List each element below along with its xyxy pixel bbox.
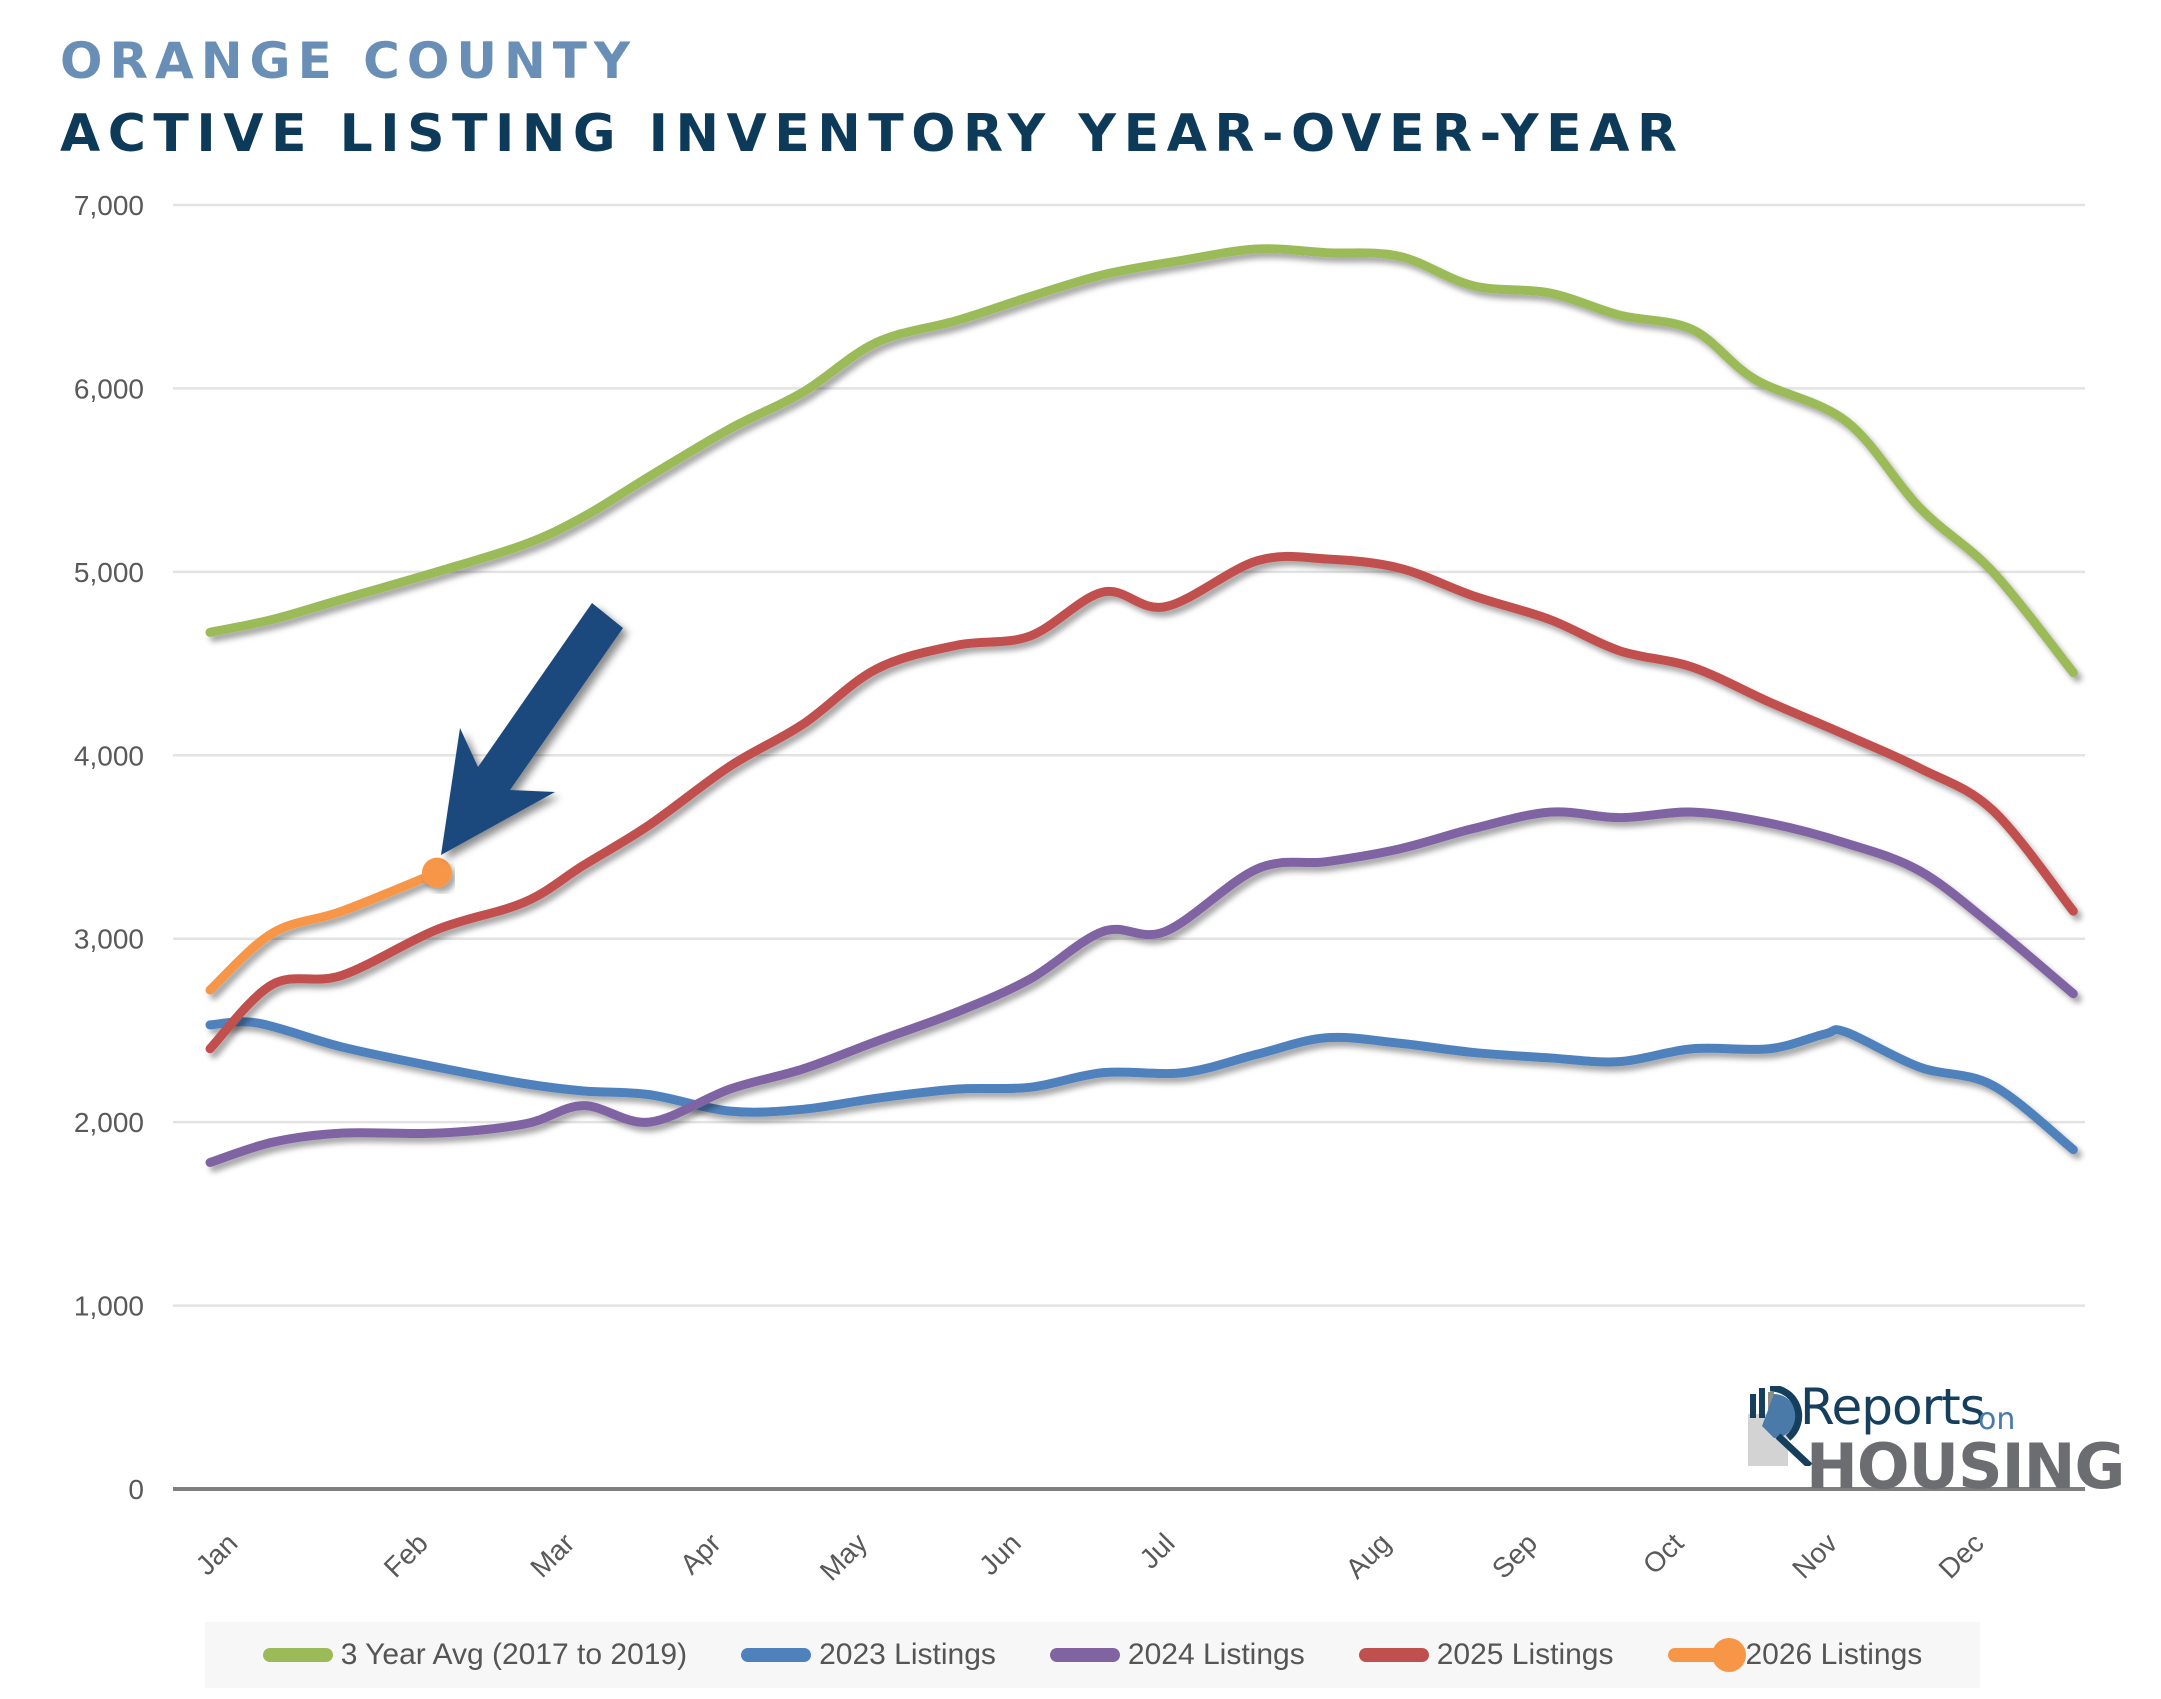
legend-swatch-icon [1358, 1648, 1429, 1662]
series-lines [205, 244, 2078, 1167]
annotation [441, 603, 623, 855]
x-tick-label: Jun [973, 1527, 1027, 1581]
x-tick-label: May [814, 1527, 873, 1586]
x-tick-label: Aug [1340, 1527, 1397, 1584]
x-tick-label: Nov [1786, 1527, 1843, 1584]
x-tick-label: Feb [378, 1527, 434, 1583]
series-line-2023-listings [205, 1017, 2078, 1155]
legend-label: 2026 Listings [1745, 1638, 1923, 1671]
series-marker-2026-listings [421, 857, 452, 888]
legend-swatch-icon [1049, 1648, 1120, 1662]
x-tick-label: Mar [524, 1527, 580, 1583]
y-tick-label: 0 [128, 1474, 144, 1505]
legend-label: 2025 Listings [1436, 1638, 1614, 1671]
legend-item: 2024 Listings [1049, 1638, 1305, 1672]
legend-label: 2024 Listings [1127, 1638, 1305, 1671]
series-line-2026-listings [205, 868, 442, 995]
legend-swatch-icon [262, 1648, 333, 1662]
legend-item: 2025 Listings [1358, 1638, 1614, 1672]
legend-swatch-icon [741, 1648, 812, 1662]
x-axis: Jan Feb Mar Apr May Jun Jul Aug Sep Oct Nov Dec [190, 1527, 1990, 1586]
legend-label: 3 Year Avg (2017 to 2019) [340, 1638, 688, 1671]
legend-item: 2023 Listings [741, 1638, 996, 1672]
logo-text-housing: HOUSING [1806, 1430, 2125, 1503]
y-axis: 0 1,000 2,000 3,000 4,000 5,000 6,000 7,000 [74, 190, 144, 1505]
chart-title: ACTIVE LISTING INVENTORY YEAR-OVER-YEAR [60, 104, 1685, 164]
y-tick-label: 4,000 [74, 740, 144, 771]
series-line-2025-listings [205, 551, 2078, 1054]
legend-swatch-icon [1667, 1638, 1746, 1672]
logo-text-on: on [1978, 1402, 2016, 1437]
x-tick-label: Sep [1486, 1527, 1543, 1584]
chart-subtitle-region: ORANGE COUNTY [60, 32, 638, 90]
x-tick-label: Dec [1933, 1527, 1990, 1584]
y-tick-label: 5,000 [74, 557, 144, 588]
x-tick-label: Jan [190, 1527, 244, 1581]
y-tick-label: 6,000 [74, 373, 144, 404]
legend-marker-icon [1711, 1638, 1746, 1672]
logo-text-reports: Reports [1800, 1378, 1986, 1436]
legend-item: 2026 Listings [1667, 1638, 1923, 1672]
y-tick-label: 3,000 [74, 924, 144, 955]
x-tick-label: Oct [1637, 1527, 1690, 1580]
x-tick-label: Jul [1133, 1527, 1180, 1574]
logo-mark-icon [1748, 1386, 1813, 1466]
chart-legend: 3 Year Avg (2017 to 2019) 2023 Listings 20… [205, 1622, 1980, 1688]
y-tick-label: 7,000 [74, 190, 144, 221]
x-tick-label: Apr [674, 1527, 727, 1580]
y-tick-label: 2,000 [74, 1107, 144, 1138]
reports-on-housing-logo: Reports on HOUSING [1748, 1378, 2125, 1503]
series-line-2024-listings [205, 807, 2078, 1167]
arrow-annotation-icon [441, 603, 623, 855]
series-line-3-year-avg-2017-to-2019 [205, 244, 2078, 678]
y-tick-label: 1,000 [74, 1291, 144, 1322]
legend-label: 2023 Listings [819, 1638, 996, 1671]
legend-item: 3 Year Avg (2017 to 2019) [262, 1638, 688, 1672]
